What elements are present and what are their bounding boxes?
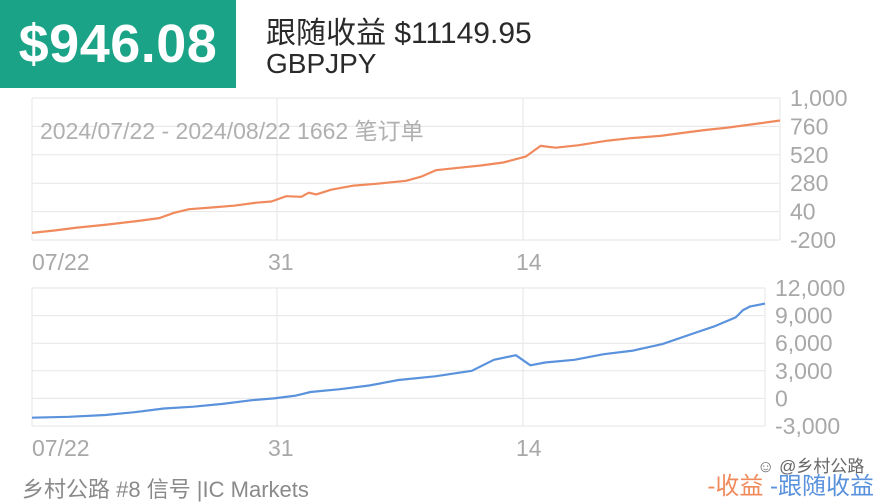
series-line <box>31 119 781 234</box>
y-tick-label: 280 <box>790 170 828 196</box>
x-tick-label: 14 <box>516 435 542 461</box>
y-tick-label: 9,000 <box>775 303 833 329</box>
legend: -收益 -跟随收益 <box>707 466 874 501</box>
legend-follow-profit: -跟随收益 <box>770 473 874 500</box>
y-tick-label: 3,000 <box>775 358 833 384</box>
y-tick-label: 520 <box>790 142 828 168</box>
y-tick-label: 0 <box>775 385 788 411</box>
y-tick-label: 1,000 <box>790 88 848 111</box>
y-tick-label: 12,000 <box>775 278 845 301</box>
y-tick-label: 40 <box>790 199 816 225</box>
y-tick-label: -3,000 <box>775 413 840 439</box>
x-tick-label: 07/22 <box>32 249 90 275</box>
signal-label: 乡村公路 #8 信号 |IC Markets <box>22 477 309 502</box>
y-tick-label: 6,000 <box>775 330 833 356</box>
x-tick-label: 07/22 <box>32 435 90 461</box>
x-tick-label: 31 <box>268 435 294 461</box>
profit-badge: $946.08 <box>0 0 236 88</box>
symbol-label: GBPJPY <box>266 48 377 79</box>
y-tick-label: 760 <box>790 113 828 139</box>
legend-profit: -收益 <box>707 473 764 500</box>
follow-profit-title: 跟随收益 $11149.95 <box>266 17 532 50</box>
date-range-annotation: 2024/07/22 - 2024/08/22 1662 笔订单 <box>40 118 424 144</box>
x-tick-label: 14 <box>516 249 542 275</box>
watermark: ☺ @乡村公路 <box>757 457 865 476</box>
y-tick-label: -200 <box>790 227 836 253</box>
x-tick-label: 31 <box>268 249 294 275</box>
profit-value: $946.08 <box>18 14 218 74</box>
series-line <box>31 302 766 419</box>
